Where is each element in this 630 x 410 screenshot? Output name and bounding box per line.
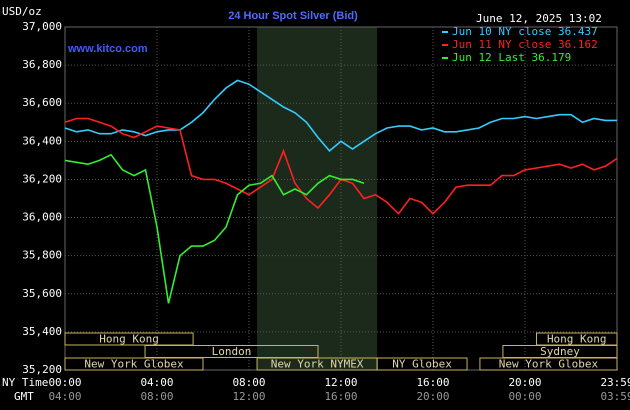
market-bar bbox=[64, 357, 204, 371]
market-label: New York Globex bbox=[84, 358, 184, 371]
gmt-tick-label: 12:00 bbox=[232, 390, 265, 403]
y-tick-label: 36,000 bbox=[22, 211, 62, 224]
site-label: www.kitco.com bbox=[67, 43, 148, 55]
market-label: Hong Kong bbox=[547, 333, 607, 346]
ny-time-label: NY Time bbox=[2, 376, 48, 389]
timestamp: June 12, 2025 13:02 bbox=[476, 12, 602, 25]
unit-label: USD/oz bbox=[2, 5, 42, 18]
gmt-tick-label: 00:00 bbox=[508, 390, 541, 403]
y-tick-label: 37,000 bbox=[22, 20, 62, 33]
y-tick-label: 36,600 bbox=[22, 96, 62, 109]
y-tick-label: 35,800 bbox=[22, 249, 62, 262]
legend-label: Jun 12 Last 36.179 bbox=[452, 51, 571, 64]
x-tick-label: 23:59 bbox=[600, 376, 630, 389]
market-bar bbox=[144, 345, 319, 358]
market-bar bbox=[64, 332, 194, 346]
y-tick-label: 35,200 bbox=[22, 363, 62, 376]
x-tick-label: 20:00 bbox=[508, 376, 541, 389]
legend-label: Jun 10 NY close 36.437 bbox=[452, 25, 598, 38]
series-line bbox=[64, 79, 617, 153]
market-label: London bbox=[212, 345, 252, 358]
y-tick-label: 36,400 bbox=[22, 134, 62, 147]
market-bar bbox=[479, 357, 618, 371]
x-tick-label: 04:00 bbox=[140, 376, 173, 389]
session-shade bbox=[257, 27, 378, 370]
series-line bbox=[64, 153, 365, 304]
chart-title: 24 Hour Spot Silver (Bid) bbox=[228, 10, 358, 22]
market-label: Hong Kong bbox=[99, 333, 159, 346]
market-label: New York Globex bbox=[499, 358, 599, 371]
gmt-tick-label: 16:00 bbox=[324, 390, 357, 403]
gmt-tick-label: 03:59 bbox=[600, 390, 630, 403]
x-tick-label: 16:00 bbox=[416, 376, 449, 389]
market-label: Sydney bbox=[540, 345, 580, 358]
gmt-label: GMT bbox=[14, 390, 34, 403]
y-tick-label: 35,400 bbox=[22, 325, 62, 338]
y-tick-label: 36,800 bbox=[22, 58, 62, 71]
y-tick-label: 35,600 bbox=[22, 287, 62, 300]
market-bar bbox=[376, 357, 468, 371]
y-tick-label: 36,200 bbox=[22, 172, 62, 185]
x-tick-label: 00:00 bbox=[48, 376, 81, 389]
gmt-tick-label: 20:00 bbox=[416, 390, 449, 403]
legend-label: Jun 11 NY close 36.162 bbox=[452, 38, 598, 51]
market-label: NY Globex bbox=[392, 358, 452, 371]
x-tick-label: 12:00 bbox=[324, 376, 357, 389]
market-label: New York NYMEX bbox=[271, 358, 364, 371]
x-tick-label: 08:00 bbox=[232, 376, 265, 389]
gmt-tick-label: 08:00 bbox=[140, 390, 173, 403]
gmt-tick-label: 04:00 bbox=[48, 390, 81, 403]
